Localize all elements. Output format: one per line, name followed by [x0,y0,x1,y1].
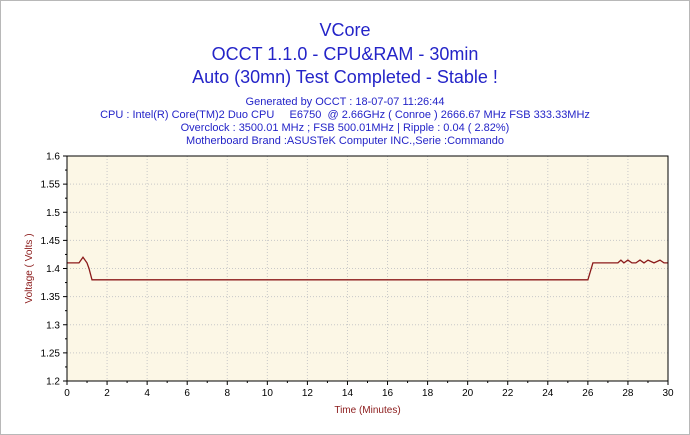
x-tick-label: 8 [224,388,230,399]
x-tick-label: 24 [542,388,554,399]
generated-info: Generated by OCCT : 18-07-07 11:26:44 [245,96,445,108]
x-tick-label: 22 [502,388,514,399]
x-tick-label: 18 [422,388,434,399]
x-tick-label: 26 [582,388,594,399]
y-tick-label: 1.35 [41,292,61,303]
y-axis: 1.2 1.25 1.3 1.35 1.4 1.45 1.5 1.55 1.6 [41,152,67,388]
y-tick-label: 1.25 [41,348,61,359]
x-tick-label: 20 [462,388,474,399]
x-tick-label: 28 [622,388,634,399]
x-tick-label: 14 [342,388,354,399]
y-tick-label: 1.45 [41,236,61,247]
x-tick-label: 0 [64,388,70,399]
x-axis-title: Time (Minutes) [334,405,400,416]
x-axis: 0 2 4 6 8 10 12 14 16 18 20 22 24 26 28 30 [64,381,674,399]
y-tick-label: 1.6 [46,152,60,163]
grid-lines [67,156,668,381]
x-tick-label: 2 [104,388,110,399]
y-tick-label: 1.2 [46,377,60,388]
y-tick-label: 1.5 [46,208,60,219]
x-tick-label: 16 [382,388,394,399]
motherboard-info: Motherboard Brand :ASUSTeK Computer INC.… [186,135,504,147]
cpu-info: CPU : Intel(R) Core(TM)2 Duo CPU E6750 @… [100,109,590,121]
x-tick-label: 6 [184,388,190,399]
x-tick-label: 30 [662,388,674,399]
test-status: Auto (30mn) Test Completed - Stable ! [192,67,498,87]
overclock-info: Overclock : 3500.01 MHz ; FSB 500.01MHz … [180,122,510,134]
x-tick-label: 4 [144,388,150,399]
voltage-series-line [67,256,668,281]
y-tick-label: 1.3 [46,320,60,331]
x-tick-label: 10 [262,388,274,399]
y-axis-title: Voltage ( Volts ) [24,233,35,303]
chart-subtitle: OCCT 1.1.0 - CPU&RAM - 30min [211,44,479,64]
x-tick-label: 12 [302,388,314,399]
chart-title: VCore [319,20,371,40]
y-tick-label: 1.4 [46,264,60,275]
y-tick-label: 1.55 [41,180,61,191]
